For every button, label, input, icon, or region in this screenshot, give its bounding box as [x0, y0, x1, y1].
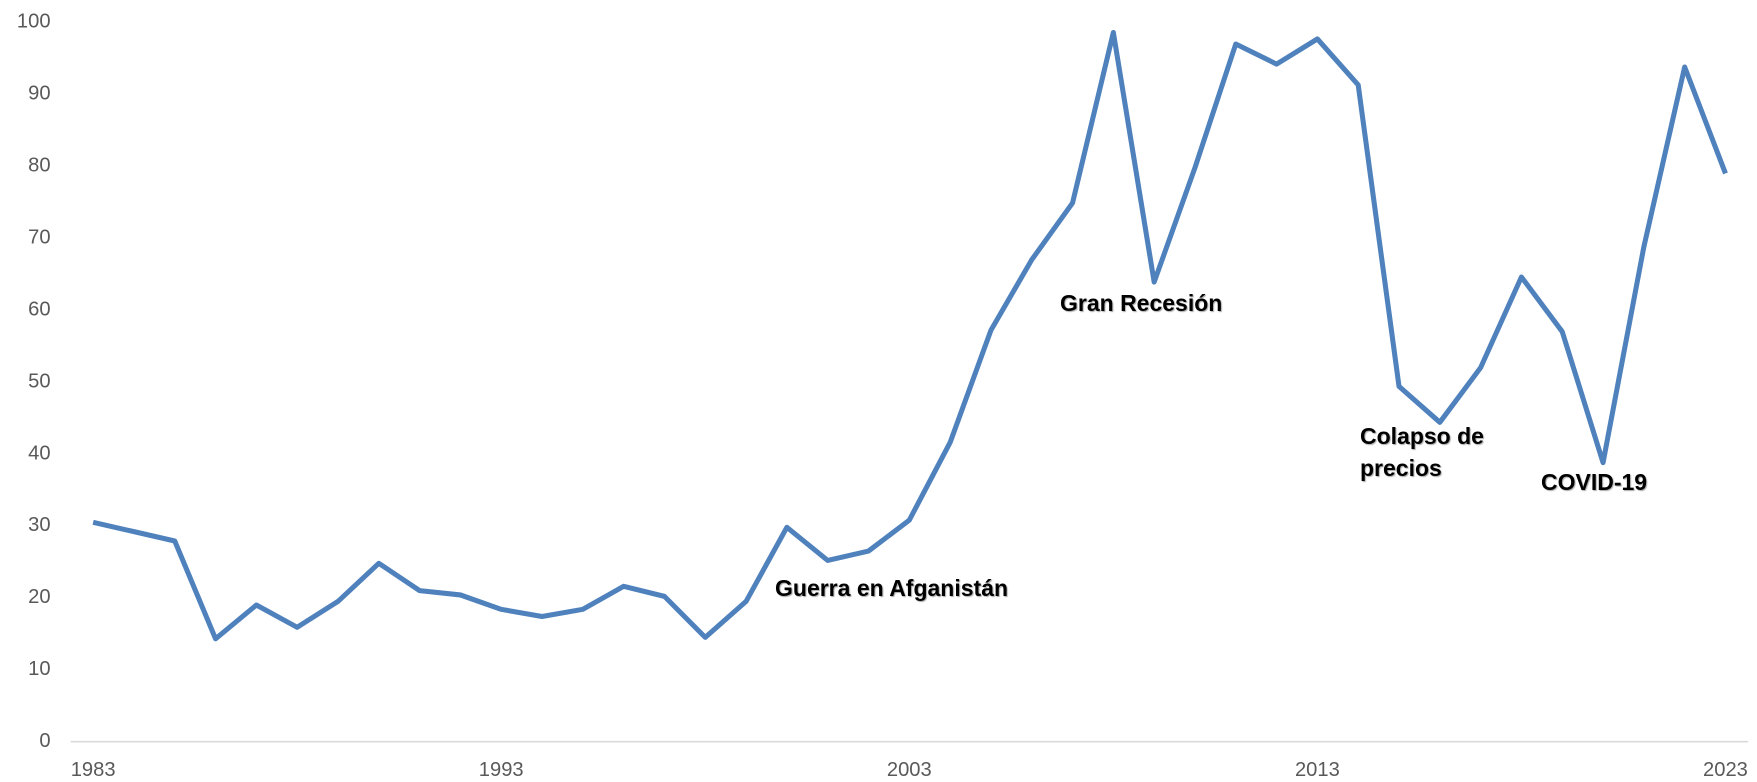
y-tick-label: 30 [28, 514, 50, 536]
y-tick-label: 100 [17, 11, 51, 33]
annotation: COVID-19 [1541, 469, 1648, 495]
y-tick-label: 90 [28, 83, 50, 105]
y-tick-label: 70 [28, 227, 50, 249]
x-tick-label: 1993 [479, 759, 524, 781]
y-tick-label: 0 [39, 730, 50, 752]
annotation: Colapso de precios [1360, 423, 1484, 482]
y-tick-label: 40 [28, 442, 50, 464]
x-tick-label: 1983 [71, 759, 116, 781]
x-tick-label: 2003 [887, 759, 932, 781]
annotation: Gran Recesión [1060, 290, 1223, 316]
annotation: Guerra en Afganistán [775, 575, 1009, 601]
x-tick-label: 2013 [1295, 759, 1340, 781]
y-tick-label: 60 [28, 298, 50, 320]
y-tick-label: 10 [28, 658, 50, 680]
y-tick-label: 50 [28, 370, 50, 392]
y-tick-label: 80 [28, 155, 50, 177]
y-tick-label: 20 [28, 586, 50, 608]
x-tick-label: 2023 [1703, 759, 1748, 781]
data-line [92, 29, 1728, 642]
